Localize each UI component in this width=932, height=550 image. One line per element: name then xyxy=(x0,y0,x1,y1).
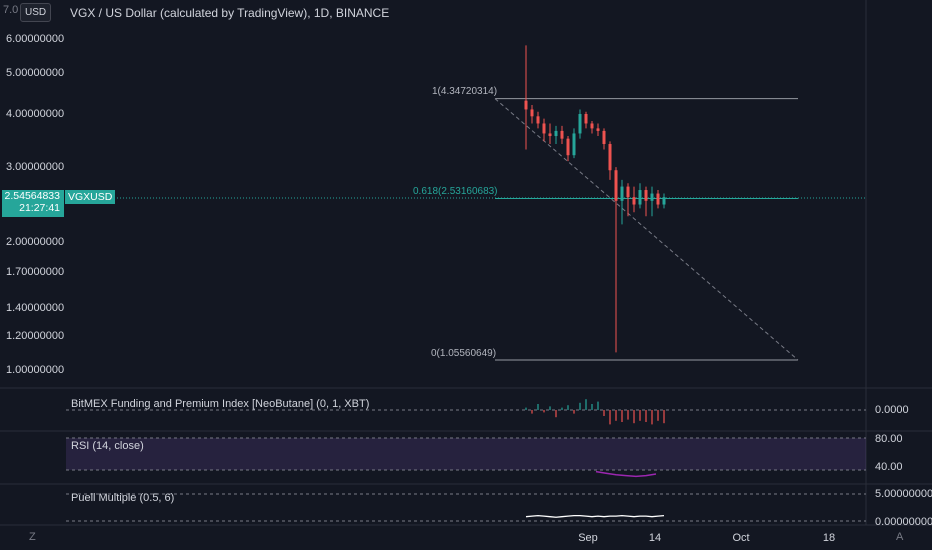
price-tick-label: 1.40000000 xyxy=(6,301,65,314)
price-tick-label: 2.00000000 xyxy=(6,236,65,248)
chart-title: VGX / US Dollar (calculated by TradingVi… xyxy=(70,6,390,20)
price-tick-label: 5.00000000 xyxy=(6,66,65,79)
candle-body xyxy=(554,130,558,137)
current-price-badge: 2.54564833 21:27:41 xyxy=(2,190,64,217)
rsi-band xyxy=(66,438,866,470)
puell-line xyxy=(525,514,665,518)
candle-body xyxy=(638,190,642,205)
bitmex-pane-value: 0.0000 xyxy=(875,404,909,416)
price-tick-label: 1.20000000 xyxy=(6,330,65,343)
fib-trend-line xyxy=(494,98,799,361)
rsi-upper-level: 80.00 xyxy=(875,433,903,445)
price-tick-label: 1.70000000 xyxy=(6,266,65,278)
fib-level-0-label: 0(1.05560649) xyxy=(431,348,497,359)
candle-body xyxy=(632,197,636,205)
fib-level-1-label: 1(4.34720314) xyxy=(432,86,498,97)
fib-level-0618-label: 0.618(2.53160683) xyxy=(413,186,498,197)
candle-body xyxy=(590,123,594,129)
countdown-timer: 21:27:41 xyxy=(19,202,60,214)
rsi-pane-title[interactable]: RSI (14, close) xyxy=(71,440,144,452)
time-axis-label-18: 18 xyxy=(822,532,836,544)
time-axis-label-sep: Sep xyxy=(578,532,598,544)
zoom-reset-icon[interactable]: Z xyxy=(29,531,36,543)
candle-body xyxy=(662,197,666,205)
time-axis-label-oct: Oct xyxy=(732,532,750,544)
candle-body xyxy=(644,190,648,201)
candle-body xyxy=(602,130,606,145)
candle-body xyxy=(536,116,540,124)
candle-body xyxy=(650,193,654,201)
candle-body xyxy=(560,130,564,139)
price-tick-label: 6.00000000 xyxy=(6,33,65,46)
puell-upper-level: 5.00000000 xyxy=(875,488,932,500)
time-axis-label-14: 14 xyxy=(648,532,662,544)
puell-lower-level: 0.00000000 xyxy=(875,516,932,528)
auto-scale-button[interactable]: A xyxy=(896,531,904,543)
rsi-lower-level: 40.00 xyxy=(875,461,903,473)
bitmex-pane-title[interactable]: BitMEX Funding and Premium Index [NeoBut… xyxy=(71,398,370,410)
candle-body xyxy=(524,100,528,110)
candle-body xyxy=(596,128,600,131)
candle-body xyxy=(620,186,624,201)
candle-body xyxy=(626,186,630,198)
price-tick-label: 1.00000000 xyxy=(6,364,65,376)
candle-body xyxy=(656,193,660,205)
price-tick-label: 4.00000000 xyxy=(6,108,65,120)
puell-pane-title[interactable]: Puell Multiple (0.5, 6) xyxy=(71,492,175,504)
candle-body xyxy=(608,144,612,171)
candle-body xyxy=(566,138,570,156)
price-tick-label: 3.00000000 xyxy=(6,161,65,174)
rsi-line xyxy=(595,470,657,478)
price-axis-top-partial-label: 7.0 xyxy=(3,4,19,16)
candle-body xyxy=(578,114,582,134)
symbol-badge: VGXUSD xyxy=(65,190,116,204)
candle-body xyxy=(530,109,534,117)
candle-body xyxy=(614,170,618,201)
candle-body xyxy=(542,123,546,134)
current-price-value: 2.54564833 xyxy=(4,190,60,202)
candle-body xyxy=(548,133,552,137)
candle-body xyxy=(584,114,588,124)
candle-body xyxy=(572,133,576,156)
currency-button[interactable]: USD xyxy=(20,3,52,22)
